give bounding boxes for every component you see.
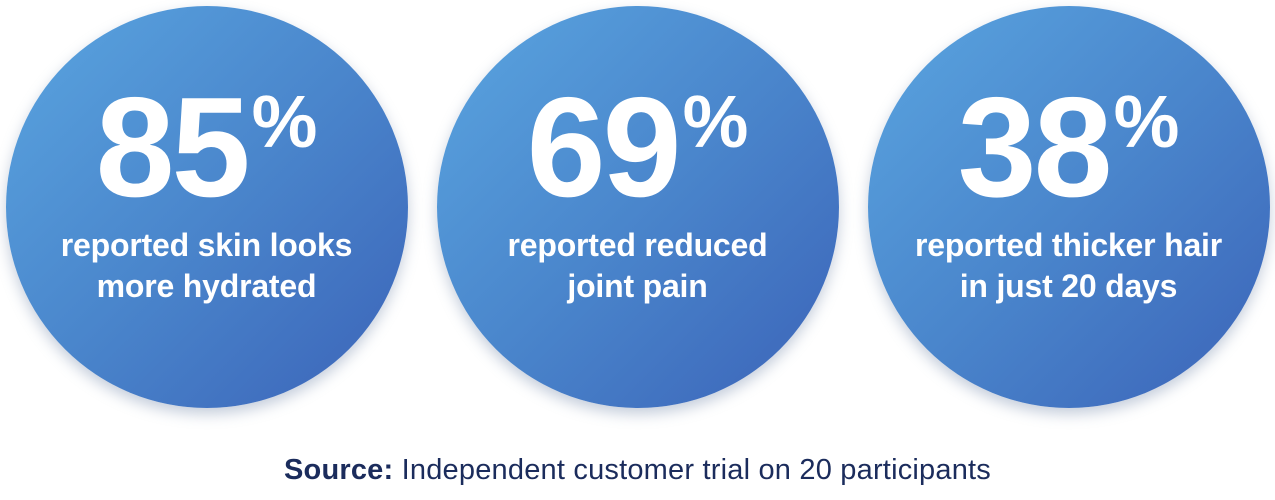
percent-sign: % [1113,80,1180,164]
stat-circle-joint-pain: 69 % reported reduced joint pain [436,6,839,408]
stat-caption-line: in just 20 days [959,268,1178,304]
stat-number: 85 [95,68,251,228]
source-label: Source: [284,454,394,486]
stat-caption: reported skin looks more hydrated [60,225,353,306]
stat-number: 69 [526,68,682,228]
stat-caption-line: joint pain [567,268,708,304]
stat-circle-thicker-hair: 38 % reported thicker hair in just 20 da… [867,6,1270,408]
stat-caption-line: more hydrated [96,268,317,304]
source-text: Independent customer trial on 20 partici… [401,454,991,486]
percent-sign: % [682,80,749,164]
stat-value: 85 % [96,77,318,219]
stat-circles-row: 85 % reported skin looks more hydrated 6… [5,0,1270,408]
source-note: Source: Independent customer trial on 20… [284,454,991,487]
stat-value: 38 % [958,77,1180,219]
stat-circle-skin-hydration: 85 % reported skin looks more hydrated [5,6,408,408]
stat-caption: reported reduced joint pain [508,225,768,306]
stat-caption-line: reported reduced [507,227,768,264]
stat-caption-line: reported skin looks [60,227,353,264]
percent-sign: % [251,80,318,164]
stat-value: 69 % [527,77,749,219]
stat-caption: reported thicker hair in just 20 days [915,225,1222,306]
stat-caption-line: reported thicker hair [914,227,1222,264]
stat-number: 38 [957,68,1113,228]
